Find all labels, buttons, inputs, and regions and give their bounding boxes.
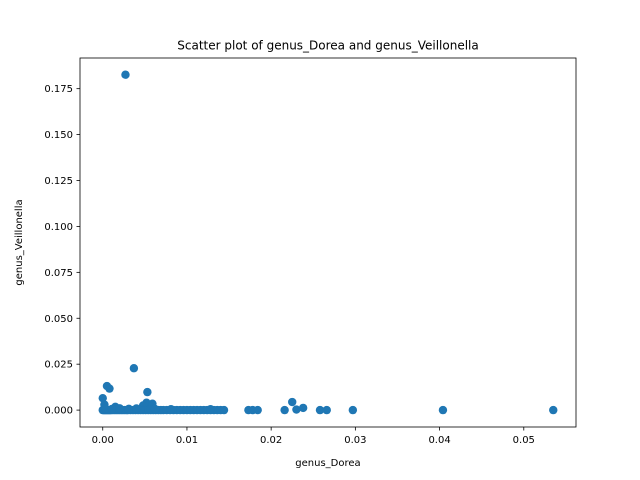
scatter-point [166, 404, 176, 414]
x-tick-label: 0.00 [92, 435, 114, 446]
y-tick-label: 0.025 [44, 360, 73, 371]
y-tick-label: 0.075 [44, 268, 73, 279]
x-tick-label: 0.02 [260, 435, 282, 446]
x-tick-label: 0.01 [176, 435, 198, 446]
y-tick-label: 0.175 [44, 84, 73, 95]
plot-frame [79, 57, 577, 428]
scatter-point [150, 404, 160, 414]
scatter-point [288, 397, 297, 407]
y-tick-label: 0.100 [44, 222, 73, 233]
scatter-point [206, 404, 215, 414]
x-axis: 0.00 0.01 0.02 0.03 0.04 0.05 [92, 427, 535, 446]
scatter-point [132, 404, 141, 413]
scatter-point [219, 405, 229, 415]
scatter-point [253, 405, 262, 415]
scatter-point [280, 405, 289, 415]
scatter-point [107, 404, 117, 414]
scatter-point [348, 405, 358, 415]
x-axis-label: genus_Dorea [295, 458, 360, 469]
y-axis-label: genus_Veillonella [14, 199, 25, 285]
y-axis: 0.000 0.025 0.050 0.075 0.100 0.125 0.150 0.175 [44, 84, 80, 417]
scatter-point [121, 70, 130, 79]
scatter-point [98, 393, 107, 403]
y-tick-label: 0.150 [44, 130, 73, 141]
y-tick-label: 0.125 [44, 176, 73, 187]
scatter-point [298, 403, 308, 413]
scatter-point [315, 405, 325, 415]
scatter-point [292, 405, 301, 414]
scatter-point [101, 404, 110, 413]
x-tick-label: 0.03 [344, 435, 366, 446]
chart-title: Scatter plot of genus_Dorea and genus_Ve… [177, 39, 478, 53]
scatter-point [438, 405, 448, 415]
y-tick-label: 0.000 [44, 406, 73, 417]
scatter-point [549, 405, 558, 415]
scatter-point [105, 384, 114, 393]
points-layer [98, 70, 558, 415]
scatter-point [129, 364, 139, 373]
x-tick-label: 0.05 [513, 435, 535, 446]
scatter-point [124, 404, 134, 414]
y-tick-label: 0.050 [44, 314, 73, 325]
scatter-point [143, 387, 152, 397]
scatter-point [322, 405, 331, 415]
x-tick-label: 0.04 [428, 435, 450, 446]
scatter-point [115, 404, 124, 413]
